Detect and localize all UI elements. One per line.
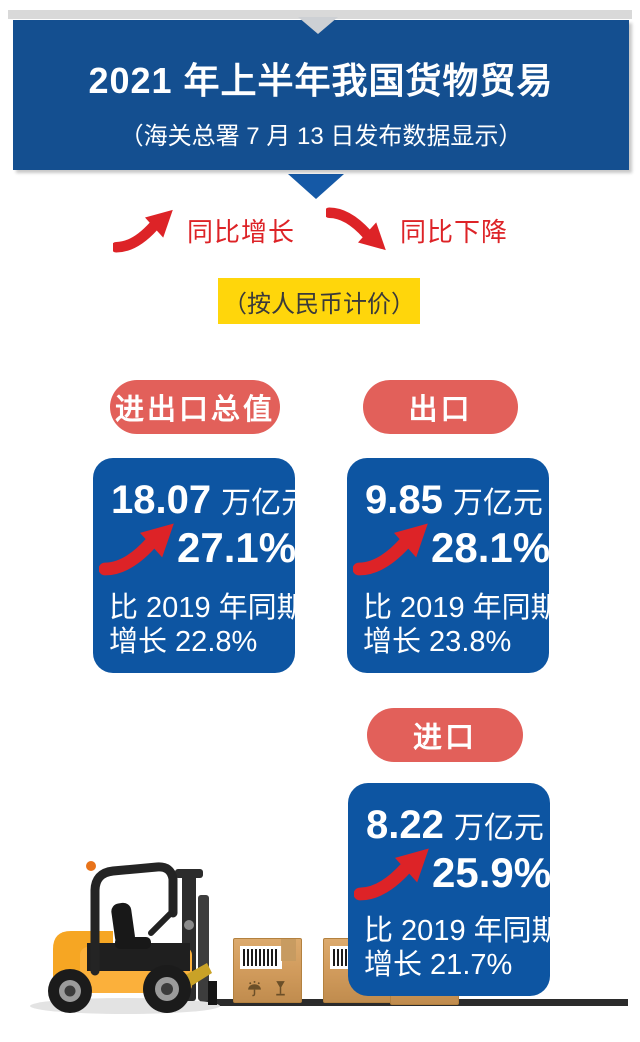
barcode-icon xyxy=(240,946,282,969)
box-tape xyxy=(281,939,296,961)
export-compare-line1: 比 2019 年同期 xyxy=(363,592,560,624)
total-compare-line1: 比 2019 年同期 xyxy=(109,592,306,624)
umbrella-keep-dry-icon xyxy=(246,980,263,997)
import-compare: 比 2019 年同期 增长 21.7% xyxy=(364,914,561,982)
data-card-export: 9.85 万亿元 28.1% 比 2019 年同期 增长 23.8% xyxy=(347,458,560,673)
export-growth-line: 28.1% xyxy=(353,520,550,576)
trend-up-arrow-icon xyxy=(99,520,181,576)
export-compare-line2: 增长 23.8% xyxy=(363,626,512,658)
cargo-box xyxy=(233,938,302,1003)
trend-up-arrow-icon xyxy=(354,845,436,901)
import-growth-pct: 25.9% xyxy=(432,849,552,896)
trend-up-arrow-icon xyxy=(113,207,177,253)
import-unit: 万亿元 xyxy=(453,812,544,845)
legend-decrease-label: 同比下降 xyxy=(400,216,509,247)
title-banner: 2021 年上半年我国货物贸易 （海关总署 7 月 13 日发布数据显示） xyxy=(13,20,629,170)
export-unit: 万亿元 xyxy=(452,487,543,520)
fragile-glass-icon xyxy=(272,980,289,997)
trend-down-arrow-icon xyxy=(326,207,390,253)
import-compare-line1: 比 2019 年同期 xyxy=(364,915,561,947)
total-compare: 比 2019 年同期 增长 22.8% xyxy=(109,591,306,659)
import-compare-line2: 增长 21.7% xyxy=(364,949,513,981)
total-growth-pct: 27.1% xyxy=(177,524,297,571)
data-card-total: 18.07 万亿元 27.1% 比 2019 年同期 增长 22.8% xyxy=(93,458,311,673)
total-compare-line2: 增长 22.8% xyxy=(109,626,258,658)
data-card-import: 8.22 万亿元 25.9% 比 2019 年同期 增长 21.7% xyxy=(348,783,561,996)
import-value-line: 8.22 万亿元 xyxy=(366,803,544,848)
export-compare: 比 2019 年同期 增长 23.8% xyxy=(363,591,560,659)
import-value: 8.22 xyxy=(366,803,444,847)
legend-decrease: 同比下降 xyxy=(326,207,508,253)
top-connector-triangle xyxy=(298,17,338,34)
total-value-line: 18.07 万亿元 xyxy=(111,478,311,523)
page-title: 2021 年上半年我国货物贸易 xyxy=(88,60,554,101)
import-growth-line: 25.9% xyxy=(354,845,551,901)
total-growth-line: 27.1% xyxy=(99,520,296,576)
export-value: 9.85 xyxy=(365,478,443,522)
badge-total-trade: 进出口总值 xyxy=(110,380,280,434)
page-subtitle: （海关总署 7 月 13 日发布数据显示） xyxy=(119,123,523,150)
banner-pointer-triangle xyxy=(288,174,344,199)
badge-export: 出口 xyxy=(363,380,518,434)
export-value-line: 9.85 万亿元 xyxy=(365,478,543,523)
total-unit: 万亿元 xyxy=(221,487,312,520)
legend-increase: 同比增长 xyxy=(113,207,295,253)
export-growth-pct: 28.1% xyxy=(431,524,551,571)
badge-import: 进口 xyxy=(367,708,523,762)
legend-increase-label: 同比增长 xyxy=(187,216,296,247)
top-divider-strip xyxy=(8,10,632,19)
trend-up-arrow-icon xyxy=(353,520,435,576)
currency-note: （按人民币计价） xyxy=(218,278,420,324)
total-value: 18.07 xyxy=(111,478,212,522)
forklift-illustration xyxy=(25,853,235,1021)
